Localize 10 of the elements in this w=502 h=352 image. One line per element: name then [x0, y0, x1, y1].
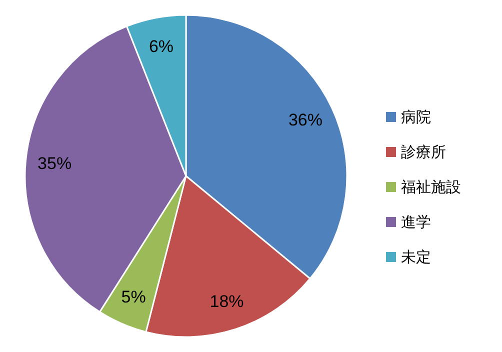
legend-label: 未定	[401, 248, 431, 266]
legend-label: 診療所	[401, 143, 446, 161]
data-label: 18%	[210, 292, 244, 312]
data-label: 6%	[148, 36, 174, 56]
legend-label: 福祉施設	[401, 178, 461, 196]
data-label: 36%	[288, 110, 322, 130]
legend-label: 進学	[401, 213, 431, 231]
data-label: 35%	[38, 154, 72, 174]
data-label: 5%	[121, 288, 146, 307]
legend-label: 病院	[401, 108, 431, 126]
